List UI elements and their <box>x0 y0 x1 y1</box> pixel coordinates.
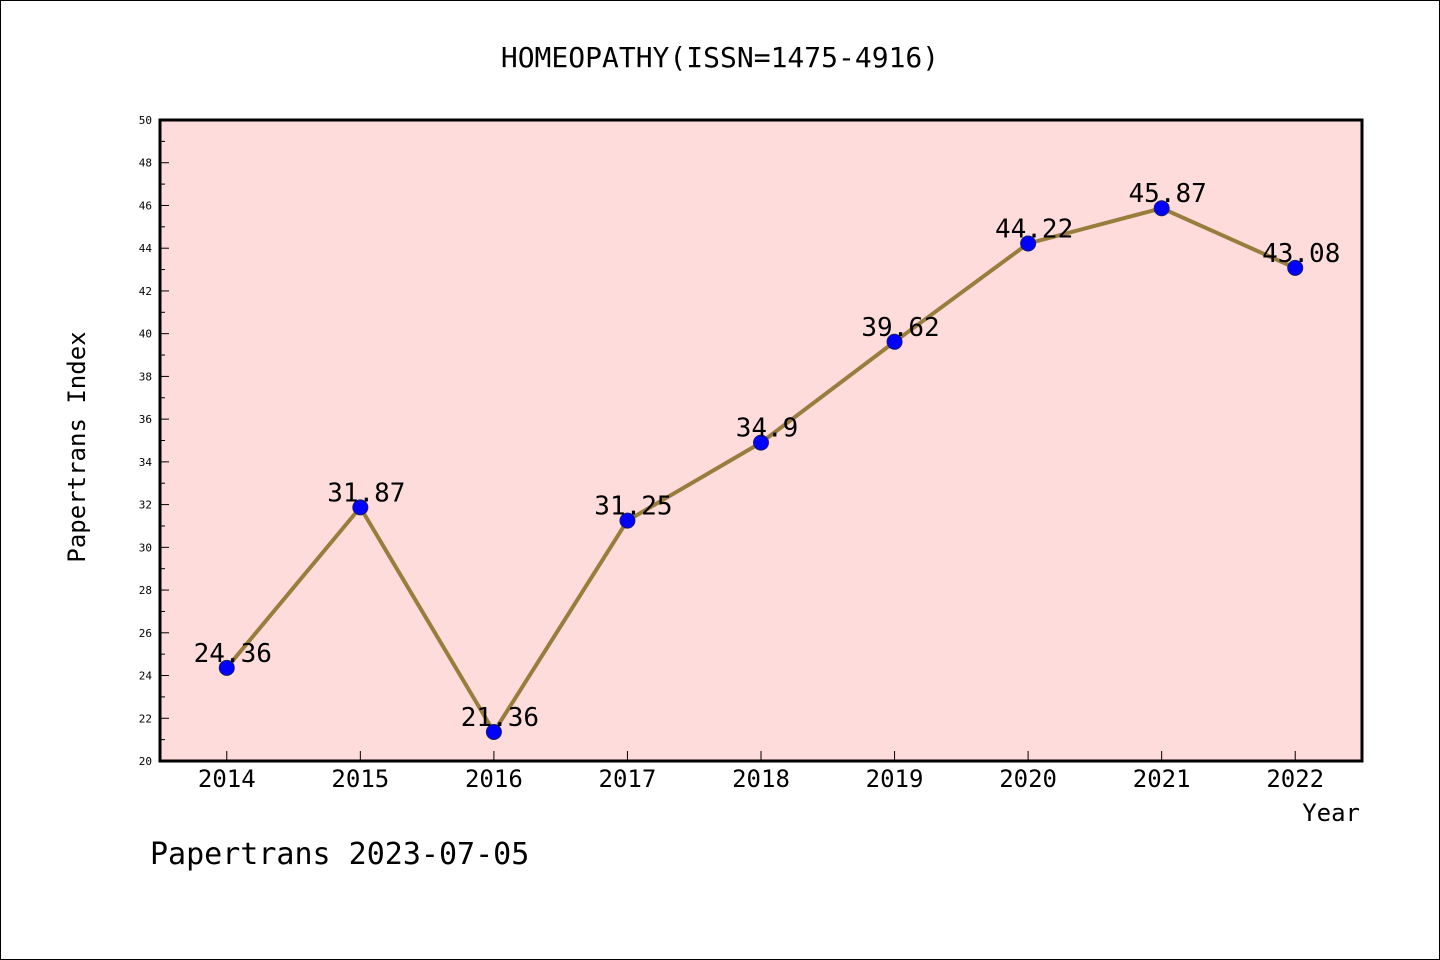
y-tick-label: 40 <box>139 328 152 341</box>
plot-border <box>158 118 1364 763</box>
data-label: 44.22 <box>995 214 1073 244</box>
data-label: 21.36 <box>461 703 539 733</box>
data-label: 31.25 <box>594 492 672 522</box>
y-tick-label: 24 <box>139 670 153 683</box>
y-tick-label: 34 <box>139 456 153 469</box>
y-tick-label: 30 <box>139 541 152 554</box>
y-tick-label: 42 <box>139 285 152 298</box>
data-labels: 24.36 31.87 21.36 31.25 34.9 39.62 44.22 45.87 4… <box>194 179 1341 733</box>
data-point <box>352 499 369 516</box>
x-tick-label: 2021 <box>1133 765 1191 793</box>
data-label: 39.62 <box>861 313 939 343</box>
x-tick-label: 2022 <box>1266 765 1324 793</box>
y-tick-label: 22 <box>139 712 152 725</box>
y-axis-label: Papertrans Index <box>63 331 91 562</box>
data-label: 31.87 <box>327 478 405 508</box>
y-tick-label: 26 <box>139 627 152 640</box>
data-point <box>1287 259 1304 276</box>
y-tick-label: 28 <box>139 584 152 597</box>
y-tick-label: 32 <box>139 499 152 512</box>
data-point <box>753 434 769 451</box>
y-tick-label: 38 <box>139 370 152 383</box>
x-tick-label: 2017 <box>599 765 657 793</box>
y-tick-label: 50 <box>139 114 152 127</box>
data-point <box>619 512 636 529</box>
x-tick-label: 2014 <box>198 765 256 793</box>
data-point <box>1153 200 1170 217</box>
x-tick-label: 2019 <box>866 765 924 793</box>
data-label: 45.87 <box>1129 179 1207 209</box>
chart-title: HOMEOPATHY(ISSN=1475-4916) <box>501 41 939 74</box>
data-point <box>218 659 235 676</box>
y-tick-label: 46 <box>139 199 152 212</box>
y-tick-label: 36 <box>139 413 152 426</box>
x-tick-label: 2015 <box>331 765 389 793</box>
y-tick-label: 44 <box>139 242 153 255</box>
x-tick-label: 2016 <box>465 765 523 793</box>
y-tick-label: 20 <box>139 755 152 768</box>
y-tick-label: 48 <box>139 157 152 170</box>
x-tick-label: 2020 <box>999 765 1057 793</box>
footer-text: Papertrans 2023-07-05 <box>150 837 529 872</box>
data-label: 43.08 <box>1262 239 1340 269</box>
data-point <box>886 333 903 350</box>
data-points <box>218 200 1304 740</box>
data-point <box>1020 235 1037 252</box>
y-axis: 20 22 24 26 28 30 32 34 36 38 40 42 44 46 48 50 <box>139 114 169 768</box>
data-label: 24.36 <box>194 639 272 669</box>
x-axis: 2014 2015 2016 2017 2018 2019 2020 2021 2022 <box>198 751 1324 793</box>
data-label: 34.9 <box>736 414 799 444</box>
x-tick-label: 2018 <box>732 765 790 793</box>
x-axis-label: Year <box>1302 799 1360 827</box>
data-point <box>485 723 502 740</box>
